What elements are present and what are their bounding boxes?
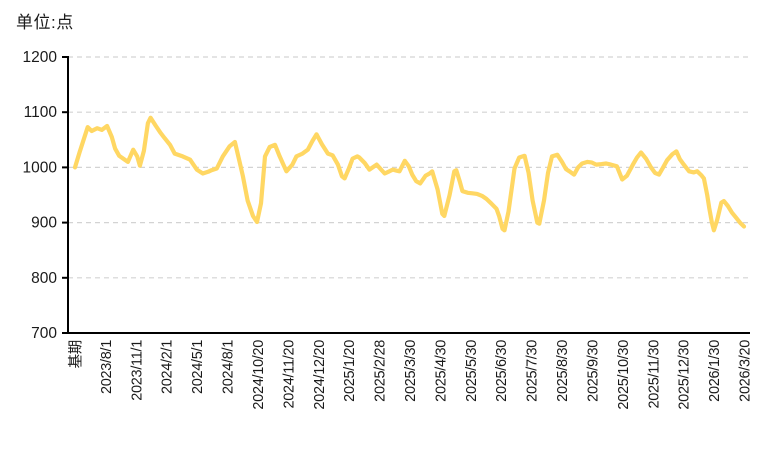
x-axis-label: 2023/11/1 bbox=[129, 340, 145, 401]
x-axis-label: 2025/7/30 bbox=[525, 340, 541, 402]
x-axis-label: 2024/11/20 bbox=[281, 340, 297, 409]
series-line bbox=[72, 115, 747, 233]
x-axis-label: 2025/1/20 bbox=[342, 340, 358, 402]
y-axis-label: 700 bbox=[31, 325, 57, 342]
y-axis-label: 900 bbox=[31, 215, 57, 232]
x-axis-label: 2024/8/1 bbox=[221, 340, 237, 394]
y-axis-label: 1000 bbox=[23, 159, 58, 176]
x-axis-label: 2025/9/30 bbox=[585, 340, 601, 402]
x-axis-label: 2024/5/1 bbox=[190, 340, 206, 394]
x-axis-label: 2024/12/20 bbox=[312, 340, 328, 410]
y-axis-label: 1200 bbox=[23, 49, 58, 66]
x-axis-label: 2025/3/30 bbox=[403, 340, 419, 402]
x-axis-label: 2026/3/20 bbox=[738, 340, 754, 402]
y-axis-label: 800 bbox=[31, 270, 57, 287]
x-axis-label: 2026/1/30 bbox=[707, 340, 723, 402]
chart-unit-label: 单位:点 bbox=[16, 13, 74, 32]
x-axis-label: 基期 bbox=[68, 340, 85, 368]
x-axis-label: 2025/6/30 bbox=[494, 340, 510, 402]
x-axis-label: 2025/10/30 bbox=[616, 340, 632, 410]
x-axis-label: 2025/12/30 bbox=[677, 340, 693, 410]
x-axis-label: 2025/4/30 bbox=[433, 340, 449, 402]
x-axis-label: 2023/8/1 bbox=[99, 340, 115, 394]
x-axis-label: 2024/10/20 bbox=[251, 340, 267, 410]
y-axis-label: 1100 bbox=[24, 104, 58, 121]
x-axis-label: 2025/8/30 bbox=[555, 340, 571, 402]
x-axis-label: 2025/11/30 bbox=[646, 340, 662, 409]
x-axis-label: 2024/2/1 bbox=[160, 340, 176, 394]
x-axis-label: 2025/5/30 bbox=[464, 340, 480, 402]
x-axis-label: 2025/2/28 bbox=[373, 340, 389, 402]
